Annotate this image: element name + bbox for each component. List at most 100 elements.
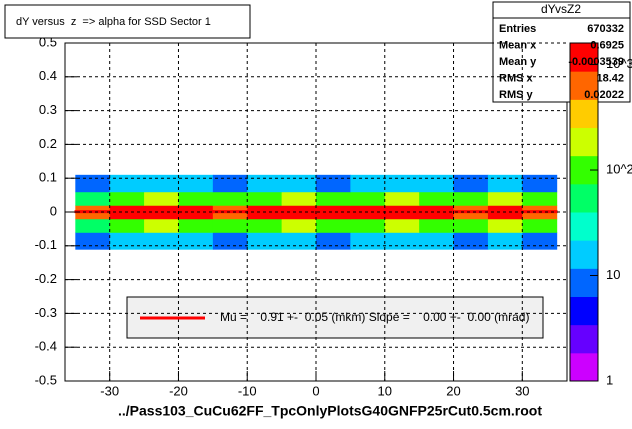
stats-value: 0.02022	[584, 89, 624, 101]
heatmap-cell	[316, 218, 351, 233]
colorbar-segment	[570, 268, 598, 297]
heatmap-cell	[487, 232, 523, 250]
profile-marker	[452, 210, 489, 214]
colorbar-tick-label: 10	[606, 267, 620, 282]
y-tick-label: -0.1	[35, 237, 57, 252]
x-tick-label: -30	[100, 383, 119, 398]
heatmap-cell	[247, 174, 283, 193]
y-tick-label: 0.1	[39, 170, 57, 185]
chart-title: dY versus z => alpha for SSD Sector 1	[16, 16, 211, 28]
heatmap-cell	[109, 218, 145, 233]
heatmap-cell	[75, 232, 111, 250]
y-tick-label: 0.2	[39, 136, 57, 151]
y-tick-label: -0.4	[35, 339, 57, 354]
stats-key: RMS x	[499, 72, 534, 84]
heatmap-cell	[487, 218, 523, 233]
heatmap-cell	[178, 191, 214, 206]
x-tick-label: -10	[238, 383, 257, 398]
heatmap-cell	[384, 191, 420, 206]
heatmap-cell	[247, 232, 283, 250]
x-tick-label: -20	[169, 383, 188, 398]
heatmap-cell	[144, 218, 179, 233]
heatmap-cell	[178, 218, 214, 233]
heatmap-cell	[522, 174, 558, 193]
heatmap-cell	[75, 218, 111, 233]
profile-marker	[418, 210, 455, 214]
stats-key: Mean y	[499, 56, 537, 68]
heatmap-cell	[178, 232, 214, 250]
x-tick-label: 30	[515, 383, 529, 398]
heatmap-cell	[453, 174, 489, 193]
heatmap-cell	[316, 232, 351, 250]
heatmap-cell	[281, 218, 317, 233]
colorbar-segment	[570, 352, 598, 382]
colorbar-segment	[570, 71, 598, 100]
y-tick-label: -0.3	[35, 305, 57, 320]
stats-key: RMS y	[499, 89, 534, 101]
stats-box	[492, 1, 631, 103]
y-tick-label: 0.5	[39, 34, 57, 49]
colorbar-segment	[570, 99, 598, 128]
profile-marker	[177, 210, 214, 214]
heatmap-cell	[522, 191, 558, 206]
heatmap-cell	[350, 174, 386, 193]
heatmap-cell	[109, 174, 145, 193]
colorbar-segment	[570, 43, 598, 72]
heatmap-cell	[419, 191, 455, 206]
heatmap-cell	[247, 218, 283, 233]
legend-box	[126, 296, 544, 339]
colorbar-segment	[570, 127, 598, 157]
heatmap-cell	[109, 191, 145, 206]
heatmap-cell	[75, 174, 111, 193]
colorbar-segment	[570, 240, 598, 269]
stats-title: dYvsZ2	[541, 2, 581, 16]
heatmap-cell	[212, 174, 248, 193]
stats-key: Entries	[499, 23, 536, 35]
colorbar-segment	[570, 212, 598, 241]
heatmap-cell	[453, 191, 489, 206]
profile-marker	[212, 210, 249, 214]
heatmap-cell	[419, 174, 455, 193]
x-tick-label: 0	[312, 383, 319, 398]
stats-key: Mean x	[499, 39, 537, 51]
heatmap-cell	[384, 174, 420, 193]
heatmap-cell	[281, 191, 317, 206]
heatmap-cell	[384, 218, 420, 233]
stats-value: 0.6925	[590, 39, 624, 51]
heatmap-cell	[212, 232, 248, 250]
heatmap-cell	[178, 174, 214, 193]
stats-value: 670332	[587, 23, 624, 35]
heatmap-cell	[419, 218, 455, 233]
heatmap-cell	[75, 191, 111, 206]
colorbar-segment	[570, 324, 598, 354]
heatmap-cell	[487, 174, 523, 193]
heatmap-cell	[144, 174, 179, 193]
stats-value: -0.0003539	[568, 56, 624, 68]
heatmap-cell	[144, 232, 179, 250]
heatmap-cell	[350, 218, 386, 233]
legend-label: Mu = 0.91 +- 0.05 (mkm) Slope = 0.00 +- …	[220, 310, 529, 324]
title-box	[4, 4, 251, 39]
colorbar-tick-label: 1	[606, 372, 613, 387]
heatmap-cell	[144, 191, 179, 206]
x-tick-label: 10	[378, 383, 392, 398]
heatmap-cell	[247, 191, 283, 206]
heatmap-cell	[384, 232, 420, 250]
colorbar-segment	[570, 296, 598, 326]
heatmap-cell	[350, 191, 386, 206]
colorbar-segment	[570, 183, 598, 213]
heatmap-cell	[281, 174, 317, 193]
y-tick-label: 0.3	[39, 102, 57, 117]
x-tick-label: 20	[446, 383, 460, 398]
colorbar-tick-label: 10^2	[606, 161, 632, 176]
stats-value: 18.42	[596, 72, 624, 84]
y-tick-label: -0.5	[35, 372, 57, 387]
heatmap-cell	[281, 232, 317, 250]
y-tick-label: 0.4	[39, 68, 57, 83]
profile-marker	[315, 210, 352, 214]
heatmap-cell	[487, 191, 523, 206]
heatmap-cell	[522, 232, 558, 250]
heatmap-cell	[522, 218, 558, 233]
heatmap-cell	[453, 232, 489, 250]
